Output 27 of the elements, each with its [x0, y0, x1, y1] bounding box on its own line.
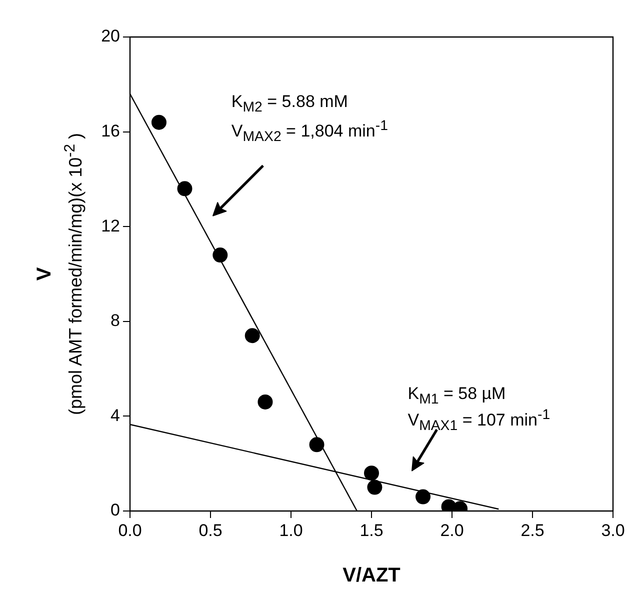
point: [212, 248, 228, 263]
x-axis-title: V/AZT: [342, 564, 400, 587]
y-tick-label: 0: [110, 500, 120, 520]
y-tick-label: 12: [101, 216, 120, 236]
annotation: K$_{M1}$ = 58 µM: [408, 382, 506, 410]
y-tick-label: 16: [101, 121, 120, 140]
y-tick-label: 20: [101, 26, 120, 46]
point: [416, 489, 431, 504]
annotation: V$_{MAX1}$ = 107 min$^{-1}$: [408, 407, 550, 434]
annotation: V$_{MAX2}$ = 1,804 min$^{-1}$: [231, 117, 388, 148]
y-tick-label: 4: [110, 406, 120, 425]
point: [364, 466, 379, 481]
x-tick-label: 3.0: [601, 520, 625, 540]
x-tick-label: 2.5: [520, 520, 544, 540]
x-tick-label: 1.5: [360, 520, 384, 540]
x-tick-label: 2.0: [440, 520, 464, 540]
y-tick-label: 8: [110, 311, 120, 330]
point: [177, 181, 192, 196]
x-tick-label: 1.0: [279, 520, 303, 540]
x-tick-label: 0.5: [198, 520, 222, 540]
point: [151, 114, 166, 130]
annotation: K$_{M2}$ = 5.88 mM: [231, 91, 348, 118]
point: [258, 394, 273, 410]
point: [367, 480, 382, 495]
point: [244, 328, 260, 344]
x-tick-label: 0.0: [118, 520, 142, 540]
point: [309, 437, 324, 452]
